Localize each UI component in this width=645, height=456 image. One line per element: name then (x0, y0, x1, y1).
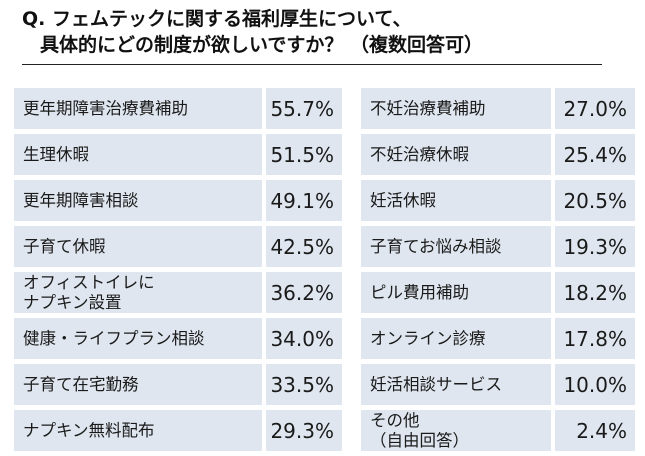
result-label: オンライン診療 (361, 318, 551, 359)
result-row: 更年期障害相談 49.1% (14, 180, 342, 221)
result-value: 19.3% (555, 226, 635, 267)
result-value: 49.1% (266, 180, 342, 221)
result-label: 不妊治療費補助 (361, 88, 551, 129)
result-label: 生理休暇 (14, 134, 262, 175)
result-row: 不妊治療費補助 27.0% (361, 88, 635, 129)
result-row: 子育て休暇 42.5% (14, 226, 342, 267)
result-row: オフィストイレに ナプキン設置 36.2% (14, 272, 342, 313)
result-row: 妊活相談サービス 10.0% (361, 364, 635, 405)
left-results-column: 更年期障害治療費補助 55.7% 生理休暇 51.5% 更年期障害相談 49.1… (14, 88, 342, 456)
result-value: 29.3% (266, 410, 342, 451)
result-value: 20.5% (555, 180, 635, 221)
result-value: 33.5% (266, 364, 342, 405)
result-label: ピル費用補助 (361, 272, 551, 313)
result-value: 55.7% (266, 88, 342, 129)
result-value: 42.5% (266, 226, 342, 267)
result-label: オフィストイレに ナプキン設置 (14, 272, 262, 313)
result-value: 36.2% (266, 272, 342, 313)
result-row: 子育て在宅勤務 33.5% (14, 364, 342, 405)
result-label: 不妊治療休暇 (361, 134, 551, 175)
result-label: 健康・ライフプラン相談 (14, 318, 262, 359)
right-results-column: 不妊治療費補助 27.0% 不妊治療休暇 25.4% 妊活休暇 20.5% 子育… (361, 88, 635, 456)
result-row: 不妊治療休暇 25.4% (361, 134, 635, 175)
result-value: 27.0% (555, 88, 635, 129)
result-label: 子育て休暇 (14, 226, 262, 267)
result-value: 2.4% (555, 410, 635, 451)
result-value: 51.5% (266, 134, 342, 175)
result-label: 子育て在宅勤務 (14, 364, 262, 405)
result-label: 更年期障害相談 (14, 180, 262, 221)
result-label: 妊活休暇 (361, 180, 551, 221)
result-row: オンライン診療 17.8% (361, 318, 635, 359)
result-row: 妊活休暇 20.5% (361, 180, 635, 221)
result-row: その他 （自由回答） 2.4% (361, 410, 635, 451)
result-row: ナプキン無料配布 29.3% (14, 410, 342, 451)
result-label: 妊活相談サービス (361, 364, 551, 405)
result-value: 18.2% (555, 272, 635, 313)
question-title-line-1: Q. フェムテックに関する福利厚生について、 (22, 8, 412, 30)
result-value: 25.4% (555, 134, 635, 175)
result-value: 17.8% (555, 318, 635, 359)
result-label: その他 （自由回答） (361, 410, 551, 451)
result-value: 10.0% (555, 364, 635, 405)
result-row: 生理休暇 51.5% (14, 134, 342, 175)
result-value: 34.0% (266, 318, 342, 359)
result-row: 健康・ライフプラン相談 34.0% (14, 318, 342, 359)
result-row: 更年期障害治療費補助 55.7% (14, 88, 342, 129)
title-underline (22, 64, 602, 65)
question-title: Q. フェムテックに関する福利厚生について、 具体的にどの制度が欲しいですか？ … (22, 6, 622, 58)
result-row: 子育てお悩み相談 19.3% (361, 226, 635, 267)
result-label: 子育てお悩み相談 (361, 226, 551, 267)
result-label: 更年期障害治療費補助 (14, 88, 262, 129)
result-row: ピル費用補助 18.2% (361, 272, 635, 313)
question-title-line-2: 具体的にどの制度が欲しいですか？ （複数回答可） (40, 34, 484, 56)
result-label: ナプキン無料配布 (14, 410, 262, 451)
